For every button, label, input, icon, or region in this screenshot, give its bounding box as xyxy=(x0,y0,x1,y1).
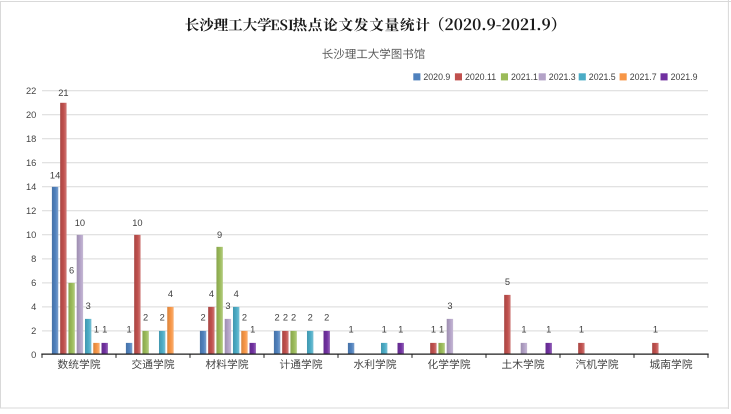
svg-text:2: 2 xyxy=(31,326,36,336)
svg-text:3: 3 xyxy=(225,301,230,311)
svg-text:2: 2 xyxy=(308,313,313,323)
svg-text:1: 1 xyxy=(546,325,551,335)
svg-text:5: 5 xyxy=(505,277,510,287)
svg-text:4: 4 xyxy=(31,302,36,312)
svg-text:1: 1 xyxy=(579,325,584,335)
svg-text:6: 6 xyxy=(31,278,36,288)
svg-text:12: 12 xyxy=(26,206,36,216)
svg-text:6: 6 xyxy=(69,265,74,275)
svg-text:2021.5: 2021.5 xyxy=(589,72,616,82)
svg-text:8: 8 xyxy=(31,254,36,264)
svg-text:2: 2 xyxy=(143,313,148,323)
svg-text:2021.9: 2021.9 xyxy=(671,72,698,82)
svg-text:4: 4 xyxy=(234,289,239,299)
svg-text:14: 14 xyxy=(50,171,60,181)
svg-text:10: 10 xyxy=(26,230,36,240)
svg-text:1: 1 xyxy=(250,325,255,335)
svg-text:9: 9 xyxy=(217,230,222,240)
svg-text:2: 2 xyxy=(275,313,280,323)
svg-text:3: 3 xyxy=(86,301,91,311)
svg-text:2021.3: 2021.3 xyxy=(549,72,576,82)
svg-text:1: 1 xyxy=(439,325,444,335)
svg-text:21: 21 xyxy=(58,88,68,98)
svg-text:16: 16 xyxy=(26,158,36,168)
svg-text:4: 4 xyxy=(168,289,173,299)
svg-text:1: 1 xyxy=(382,325,387,335)
svg-text:4: 4 xyxy=(209,289,214,299)
svg-text:10: 10 xyxy=(75,218,85,228)
svg-text:2: 2 xyxy=(283,313,288,323)
svg-text:1: 1 xyxy=(102,325,107,335)
svg-text:18: 18 xyxy=(26,134,36,144)
svg-text:2020.9: 2020.9 xyxy=(423,72,450,82)
svg-text:2020.11: 2020.11 xyxy=(465,72,496,82)
svg-text:2: 2 xyxy=(201,313,206,323)
svg-text:2: 2 xyxy=(291,313,296,323)
svg-text:3: 3 xyxy=(447,301,452,311)
svg-text:2: 2 xyxy=(242,313,247,323)
svg-text:1: 1 xyxy=(521,325,526,335)
svg-text:1: 1 xyxy=(431,325,436,335)
svg-text:1: 1 xyxy=(94,325,99,335)
svg-text:0: 0 xyxy=(31,350,36,360)
svg-text:2021.1: 2021.1 xyxy=(511,72,538,82)
svg-text:1: 1 xyxy=(127,325,132,335)
svg-text:2021.7: 2021.7 xyxy=(630,72,657,82)
svg-text:2: 2 xyxy=(324,313,329,323)
svg-text:2: 2 xyxy=(160,313,165,323)
svg-text:20: 20 xyxy=(26,110,36,120)
svg-text:1: 1 xyxy=(349,325,354,335)
svg-text:14: 14 xyxy=(26,182,36,192)
svg-text:1: 1 xyxy=(398,325,403,335)
svg-text:22: 22 xyxy=(26,86,36,96)
svg-text:10: 10 xyxy=(132,218,142,228)
svg-text:1: 1 xyxy=(653,325,658,335)
